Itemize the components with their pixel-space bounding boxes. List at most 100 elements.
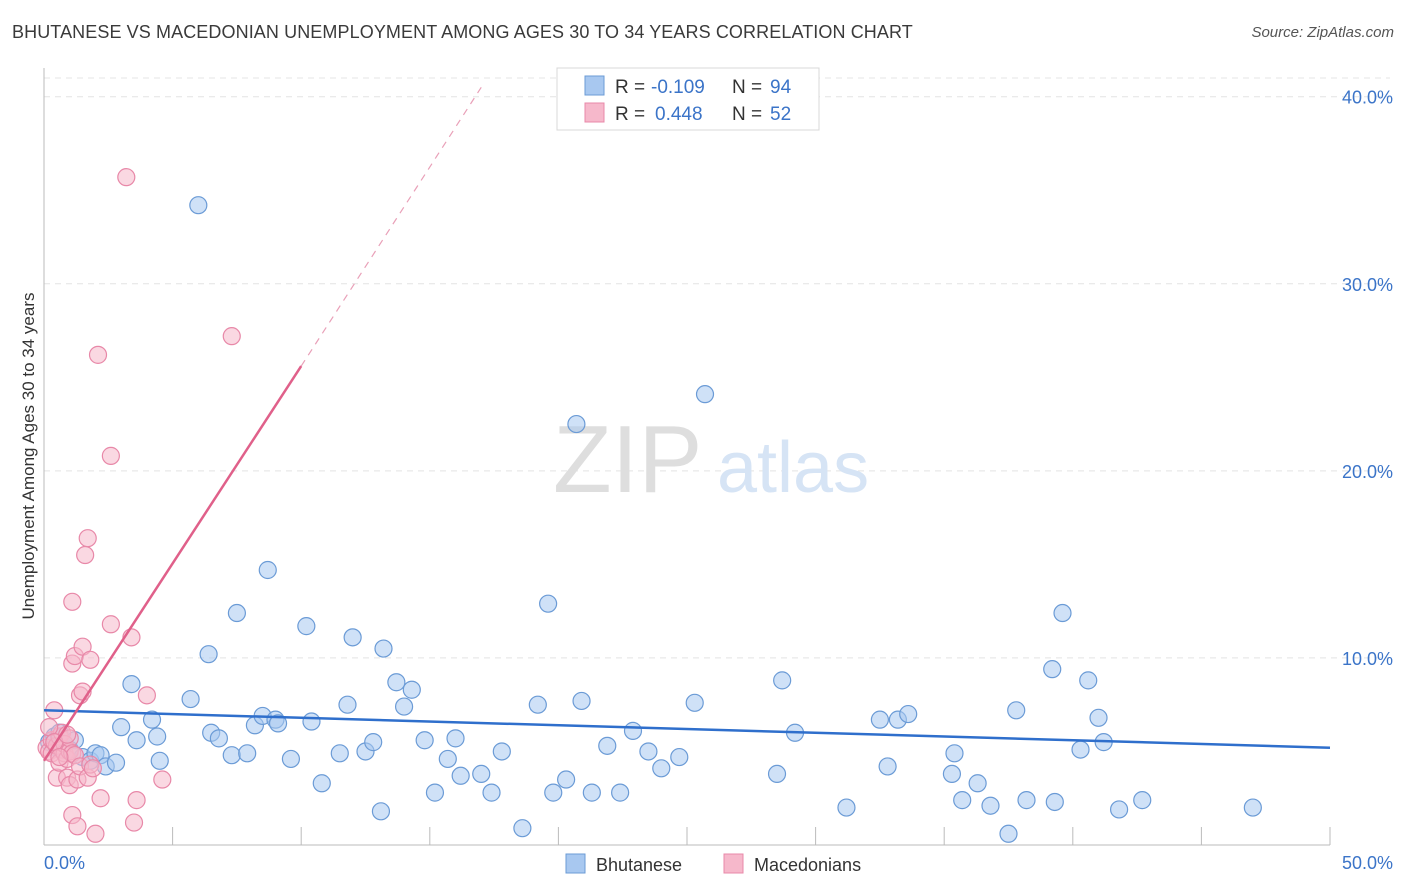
- macedonian-point-20: [63, 592, 82, 611]
- bhutanese-point-71: [773, 671, 792, 690]
- legend-top: R = -0.109 N = 94 R = 0.448 N = 52: [556, 67, 820, 131]
- macedonian-point-45: [137, 686, 156, 705]
- x-tick-label-1: 50.0%: [1342, 853, 1393, 873]
- macedonian-point-41: [117, 168, 136, 187]
- bhutanese-point-32: [281, 749, 301, 769]
- bhutanese-point-70: [767, 764, 787, 784]
- bhutanese-trend-line: [43, 709, 1331, 749]
- bhutanese-point-90: [1079, 671, 1098, 690]
- bhutanese-point-81: [968, 774, 987, 793]
- legend-bottom-swatch-blue: [565, 853, 586, 874]
- bhutanese-point-86: [1043, 660, 1062, 679]
- y-tick-label-0: 10.0%: [1342, 649, 1393, 669]
- bhutanese-point-84: [1007, 701, 1026, 720]
- macedonian-point-50: [50, 747, 69, 767]
- bhutanese-point-75: [878, 757, 897, 776]
- legend-bottom-swatch-pink: [723, 853, 744, 874]
- bhutanese-point-83: [999, 824, 1018, 843]
- bhutanese-point-56: [539, 594, 558, 613]
- bhutanese-point-29: [258, 560, 277, 580]
- watermark-atlas: atlas: [717, 428, 869, 508]
- bhutanese-point-43: [387, 673, 406, 692]
- bhutanese-point-37: [338, 695, 357, 714]
- macedonian-point-36: [86, 824, 105, 843]
- bhutanese-point-44: [394, 697, 414, 716]
- bhutanese-point-68: [685, 693, 704, 712]
- bhutanese-point-63: [611, 783, 630, 802]
- macedonian-trend-extension: [300, 87, 482, 367]
- bhutanese-point-62: [598, 736, 617, 755]
- macedonian-point-35: [83, 759, 102, 778]
- source-label: Source: ZipAtlas.com: [1251, 24, 1394, 41]
- bhutanese-point-47: [425, 783, 445, 802]
- trend-lines: [42, 87, 1331, 762]
- bhutanese-point-57: [544, 783, 563, 802]
- bhutanese-point-85: [1017, 791, 1036, 810]
- bhutanese-point-19: [181, 689, 200, 709]
- bhutanese-point-15: [127, 731, 146, 750]
- bhutanese-point-46: [415, 731, 434, 750]
- y-tick-label-3: 40.0%: [1342, 88, 1393, 108]
- legend-n-label-1: N =: [732, 77, 762, 98]
- bhutanese-point-50: [451, 766, 470, 785]
- chart-title: BHUTANESE VS MACEDONIAN UNEMPLOYMENT AMO…: [12, 22, 913, 42]
- macedonian-point-30: [76, 545, 95, 565]
- y-tick-label-1: 20.0%: [1342, 462, 1393, 482]
- y-axis-label: Unemployment Among Ages 30 to 34 years: [19, 293, 38, 620]
- macedonian-point-24: [68, 817, 87, 836]
- bhutanese-point-69: [695, 385, 715, 404]
- bhutanese-point-94: [1133, 791, 1152, 810]
- macedonian-trend-line: [42, 365, 303, 762]
- bhutanese-point-16: [142, 710, 162, 729]
- macedonian-point-46: [153, 770, 172, 789]
- bhutanese-point-55: [528, 695, 547, 714]
- bhutanese-point-54: [513, 819, 532, 838]
- gridlines: [44, 77, 1390, 659]
- series-bhutanese: [40, 196, 1262, 843]
- bhutanese-point-35: [312, 774, 331, 793]
- bhutanese-point-20: [189, 196, 208, 215]
- legend-r-value-1: -0.109: [651, 77, 705, 98]
- bhutanese-point-12: [106, 753, 126, 772]
- bhutanese-point-91: [1089, 708, 1108, 727]
- bhutanese-point-88: [1053, 603, 1072, 623]
- bhutanese-point-89: [1071, 740, 1090, 759]
- legend-bottom: Bhutanese Macedonians: [565, 853, 861, 875]
- bhutanese-point-77: [899, 704, 918, 724]
- macedonian-point-40: [101, 615, 120, 634]
- bhutanese-point-79: [945, 744, 964, 763]
- bhutanese-point-42: [374, 639, 393, 658]
- bhutanese-point-34: [302, 712, 321, 731]
- bhutanese-point-67: [670, 747, 689, 767]
- bhutanese-point-82: [981, 796, 1000, 815]
- bhutanese-point-65: [639, 742, 658, 761]
- bhutanese-point-80: [953, 791, 972, 810]
- bhutanese-point-14: [122, 675, 141, 694]
- axes: [43, 68, 1331, 846]
- bhutanese-point-73: [837, 798, 856, 817]
- bhutanese-point-24: [222, 746, 241, 765]
- bhutanese-point-25: [227, 603, 246, 623]
- legend-r-value-2: 0.448: [655, 104, 703, 125]
- macedonian-point-44: [127, 791, 146, 810]
- bhutanese-point-74: [870, 710, 890, 729]
- bhutanese-point-78: [942, 764, 962, 784]
- bhutanese-point-33: [297, 617, 316, 636]
- legend-n-value-2: 52: [770, 104, 791, 125]
- bhutanese-point-60: [572, 691, 591, 711]
- bhutanese-point-87: [1045, 792, 1064, 812]
- macedonian-point-37: [88, 345, 108, 364]
- bhutanese-point-36: [330, 744, 349, 763]
- bhutanese-point-41: [371, 802, 391, 821]
- bhutanese-point-45: [402, 680, 421, 699]
- macedonian-point-38: [91, 789, 110, 808]
- x-tick-label-0: 0.0%: [44, 853, 85, 873]
- legend-r-label-2: R =: [615, 104, 645, 125]
- bhutanese-point-17: [148, 727, 167, 746]
- bhutanese-point-59: [567, 414, 586, 434]
- bhutanese-point-48: [438, 749, 457, 769]
- bhutanese-point-31: [268, 714, 288, 733]
- bhutanese-point-52: [482, 783, 501, 802]
- bhutanese-point-58: [557, 770, 576, 789]
